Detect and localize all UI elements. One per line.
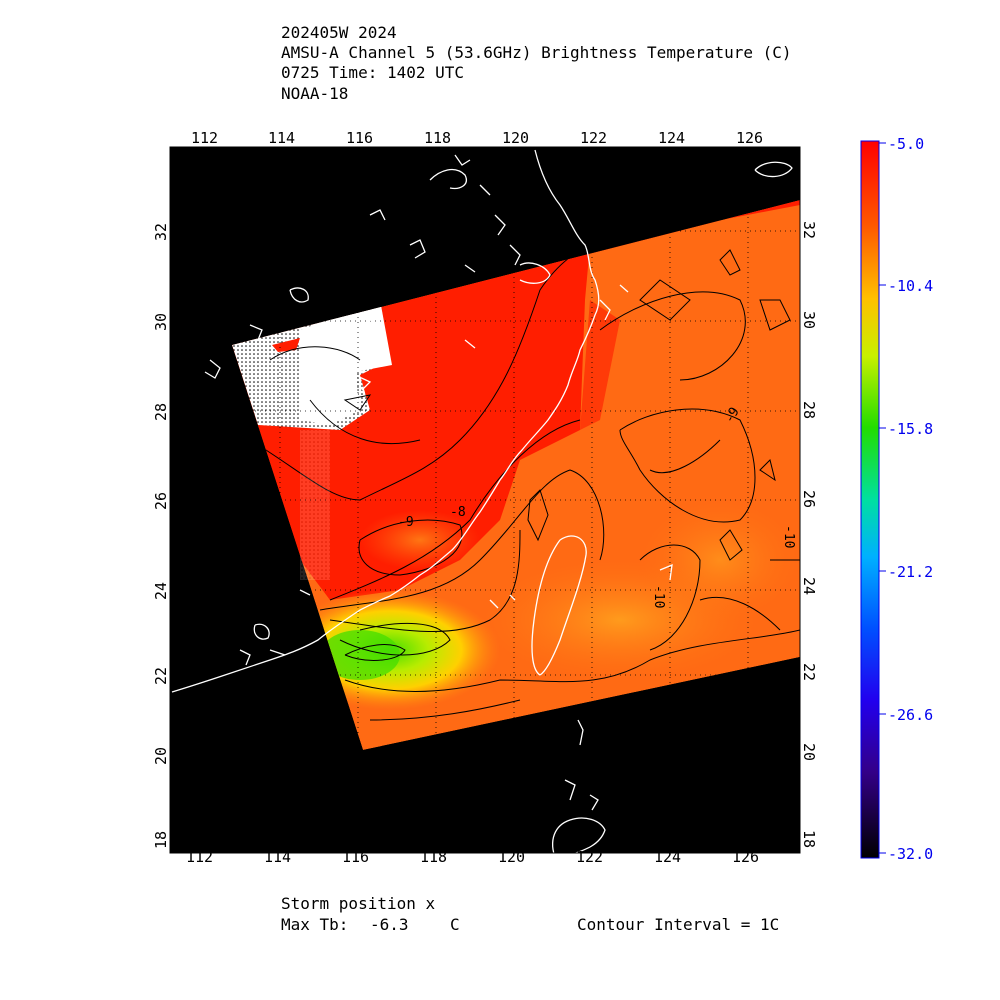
- axis-ticks: [202, 147, 749, 155]
- colorbar-gradient: [860, 140, 880, 859]
- lon-tick-label: 114: [268, 129, 295, 147]
- colorbar-label: -5.0: [888, 135, 924, 153]
- contour-label: -10: [781, 525, 796, 548]
- lon-tick-label: 112: [191, 129, 218, 147]
- max-tb-unit: C: [450, 915, 460, 934]
- lat-tick-label: 28: [800, 401, 818, 419]
- contour-label: -9: [722, 405, 743, 426]
- lat-tick-label: 32: [800, 221, 818, 239]
- graticule: [170, 147, 800, 853]
- colorbar-label: -21.2: [888, 563, 933, 581]
- colorbar: -5.0 -10.4 -15.8 -21.2 -26.6 -32.0: [860, 135, 933, 863]
- lat-tick-label: 24: [152, 582, 170, 600]
- contour-label: -8: [450, 505, 466, 520]
- lon-tick-label: 120: [498, 848, 525, 866]
- lat-labels-left: 32 30 28 26 24 22 20 18: [152, 223, 170, 849]
- colorbar-label: -26.6: [888, 706, 933, 724]
- lon-tick-label: 124: [658, 129, 685, 147]
- lon-tick-label: 122: [580, 129, 607, 147]
- title-time: 0725 Time: 1402 UTC: [281, 63, 465, 82]
- lon-tick-label: 120: [502, 129, 529, 147]
- lon-labels-bottom: 112 114 116 118 120 122 124 126: [186, 848, 759, 866]
- lat-tick-label: 24: [800, 577, 818, 595]
- lat-tick-label: 32: [152, 223, 170, 241]
- lon-tick-label: 126: [732, 848, 759, 866]
- lon-tick-label: 116: [342, 848, 369, 866]
- lon-tick-label: 116: [346, 129, 373, 147]
- colorbar-label: -32.0: [888, 845, 933, 863]
- colorbar-label: -15.8: [888, 420, 933, 438]
- lon-tick-label: 118: [420, 848, 447, 866]
- lat-tick-label: 20: [152, 747, 170, 765]
- lat-tick-label: 22: [800, 663, 818, 681]
- lat-tick-label: 28: [152, 403, 170, 421]
- coastlines: [171, 149, 793, 861]
- max-tb-value: -6.3: [370, 915, 409, 934]
- lon-tick-label: 122: [576, 848, 603, 866]
- lon-tick-label: 114: [264, 848, 291, 866]
- contour-label-group: -9 -8 -9 -10 -10: [398, 405, 796, 608]
- title-product: AMSU-A Channel 5 (53.6GHz) Brightness Te…: [281, 43, 792, 62]
- lon-tick-label: 112: [186, 848, 213, 866]
- lat-tick-label: 18: [152, 831, 170, 849]
- lon-tick-label: 124: [654, 848, 681, 866]
- title-storm-id: 202405W 2024: [281, 23, 397, 42]
- lat-tick-label: 26: [152, 492, 170, 510]
- lat-tick-label: 22: [152, 667, 170, 685]
- map-frame: [169, 146, 801, 854]
- lon-tick-label: 118: [424, 129, 451, 147]
- max-tb-label: Max Tb:: [281, 915, 349, 934]
- contour-label: -9: [398, 515, 414, 530]
- lon-labels-top: 112 114 116 118 120 122 124 126: [191, 129, 763, 147]
- lat-tick-label: 30: [800, 311, 818, 329]
- contour-interval: Contour Interval = 1C: [577, 915, 780, 934]
- lat-tick-label: 30: [152, 313, 170, 331]
- lat-tick-label: 18: [800, 830, 818, 848]
- storm-position-label: Storm position x: [281, 894, 436, 913]
- lat-labels-right: 32 30 28 26 24 22 20 18: [800, 221, 818, 848]
- lat-tick-label: 20: [800, 743, 818, 761]
- contour-label: -10: [651, 585, 666, 608]
- colorbar-label: -10.4: [888, 277, 933, 295]
- swath-edge-stipple: [300, 430, 330, 580]
- title-satellite: NOAA-18: [281, 84, 349, 103]
- lon-tick-label: 126: [736, 129, 763, 147]
- lat-tick-label: 26: [800, 490, 818, 508]
